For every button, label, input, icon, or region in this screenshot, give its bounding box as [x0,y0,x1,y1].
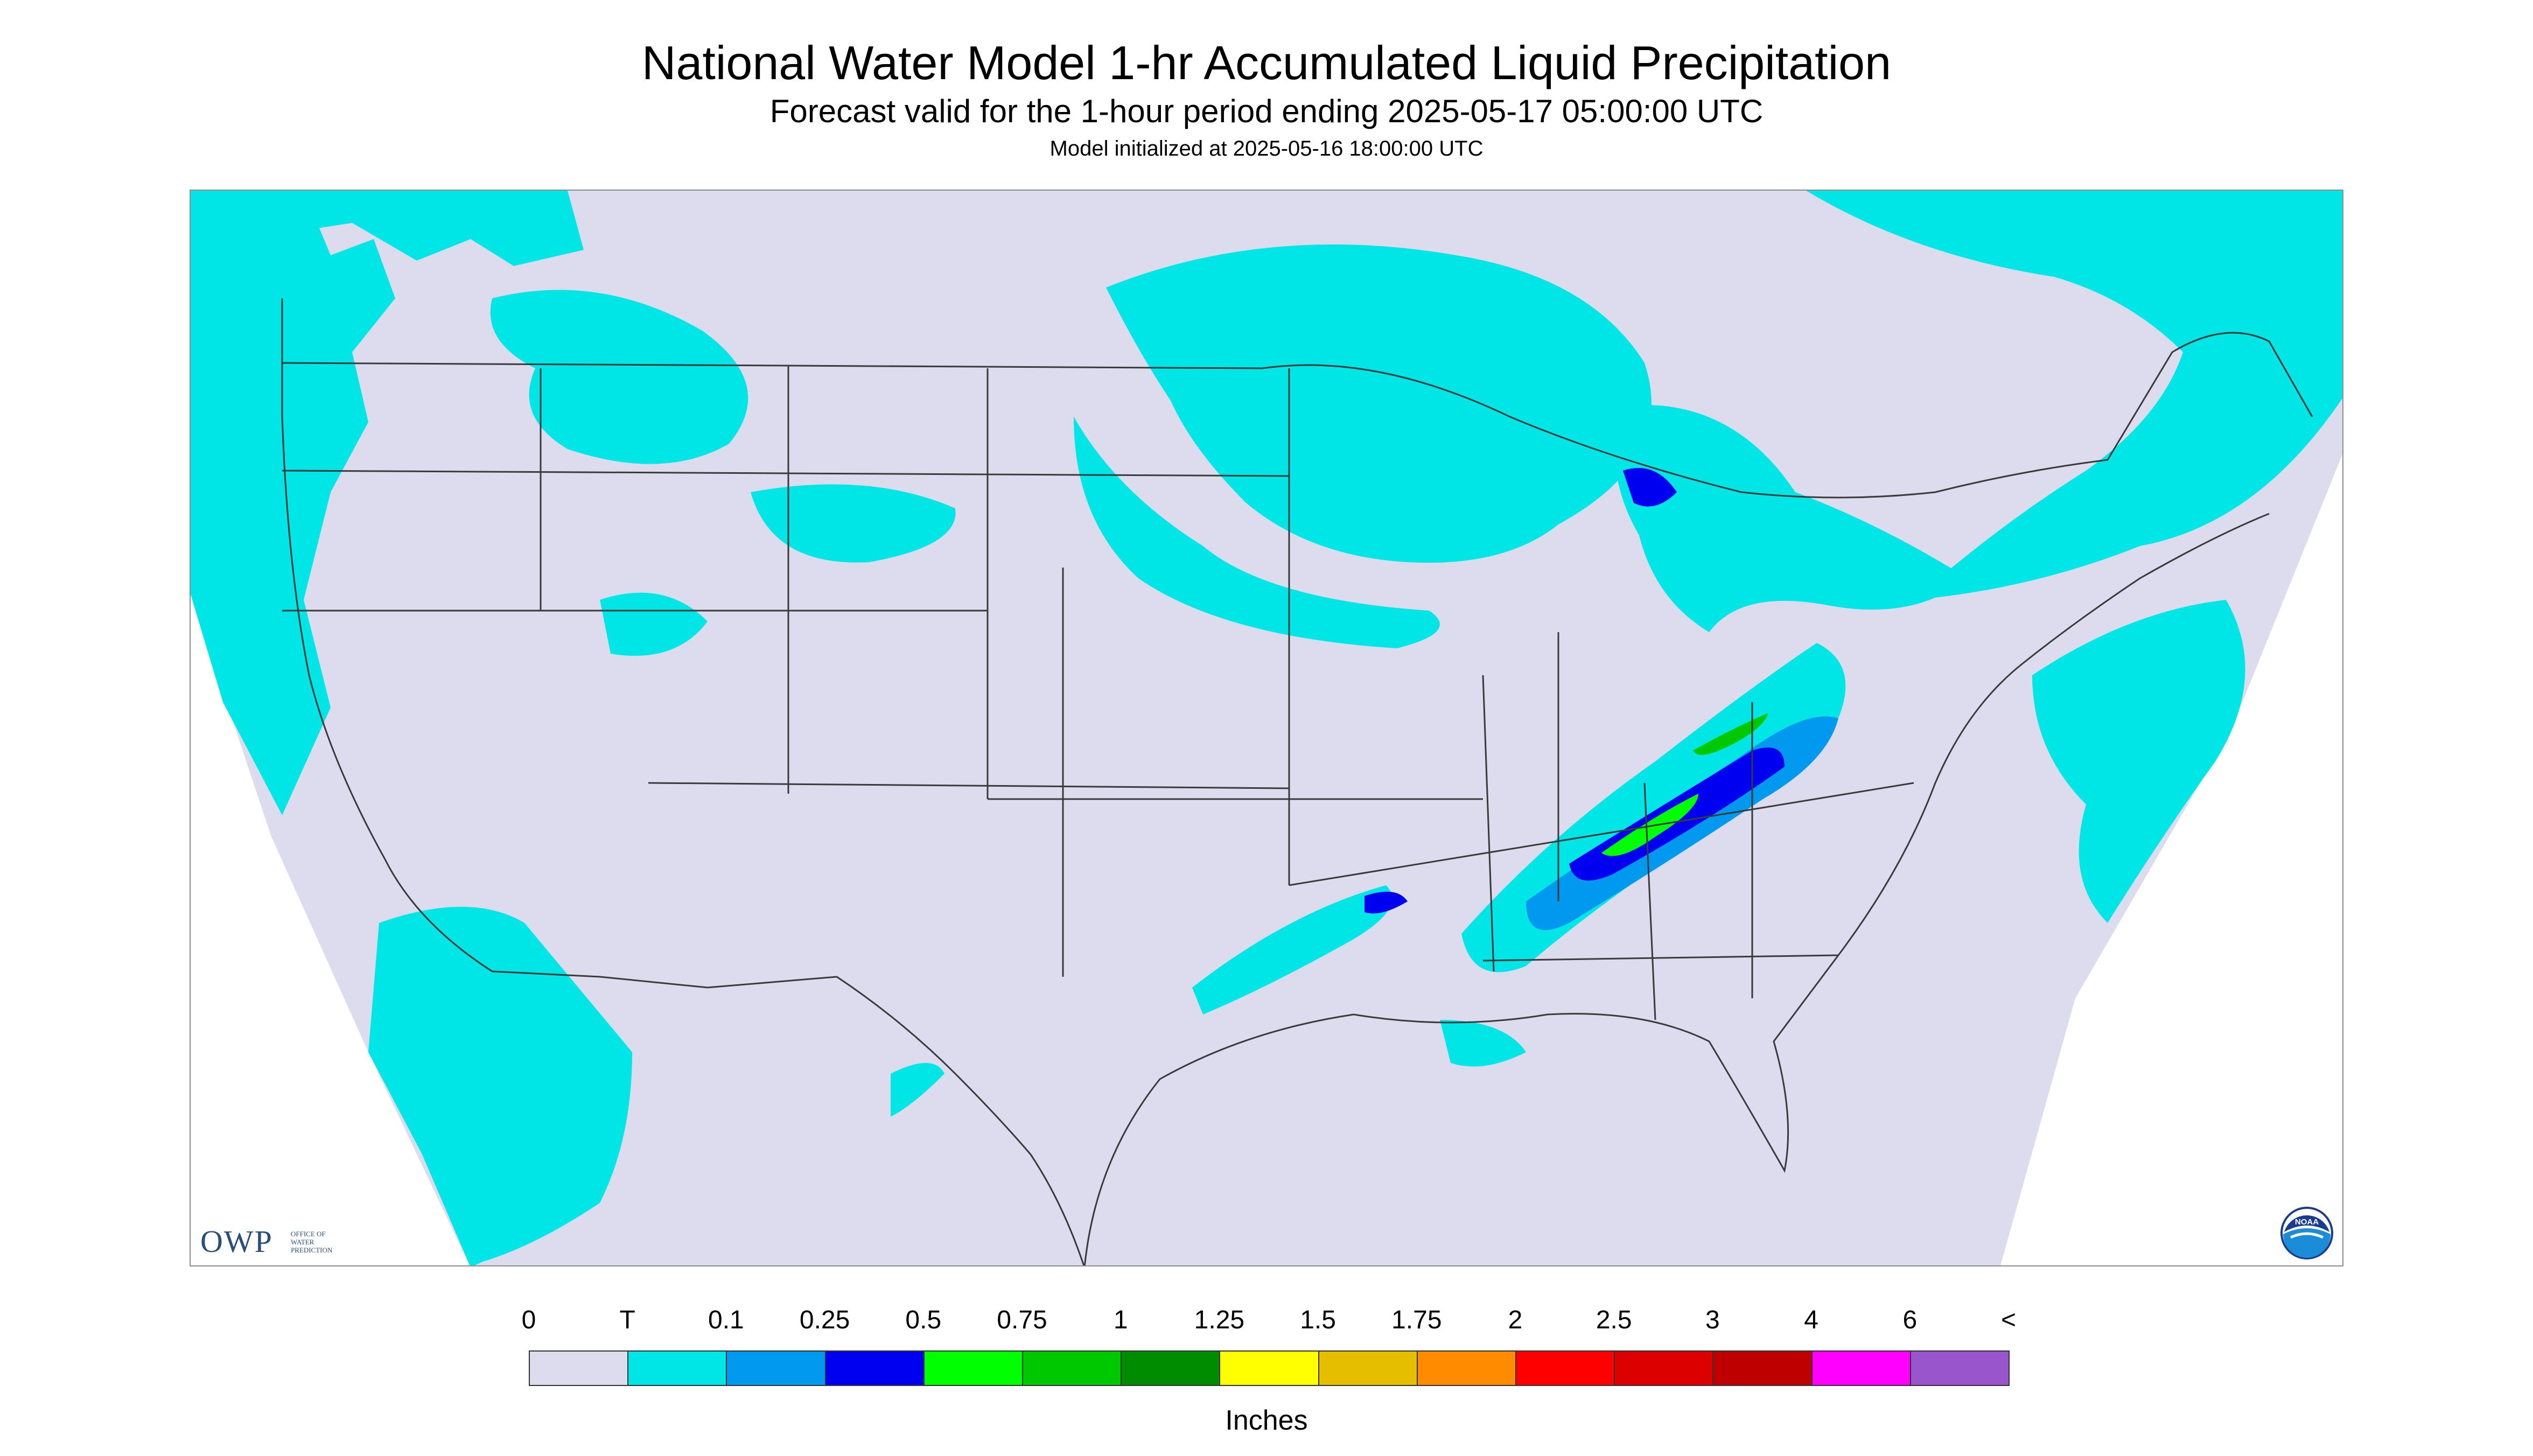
legend-units: Inches [1225,1405,1308,1436]
state-line-h5 [1289,782,1914,886]
model-init-text: Model initialized at 2025-05-16 18:00:00… [1049,137,1484,160]
noaa-logo: NOAA [2280,1207,2333,1259]
precip-atlantic [2032,600,2245,923]
east-coast [1837,513,2270,956]
legend-label: 1.5 [1300,1306,1336,1334]
legend-swatch [1712,1350,1813,1386]
precip-wv-cells [1693,713,1768,755]
legend-swatch [627,1350,727,1386]
precip-pacific-northwest [191,191,395,815]
legend-swatch [529,1350,629,1386]
owp-line-3: PREDICTION [291,1246,333,1254]
legend-label: 1 [1113,1306,1128,1334]
legend-swatch [1219,1350,1319,1386]
heavy-precipitation-areas [1365,468,1838,930]
legend-label: 2.5 [1596,1306,1632,1334]
precip-kentucky-cells [1601,794,1698,856]
legend-swatch [726,1350,826,1386]
legend-swatch [1614,1350,1714,1386]
state-line-6 [1482,675,1495,972]
state-line-8 [1643,782,1656,1020]
map-title: National Water Model 1-hr Accumulated Li… [641,36,1892,89]
owp-abbrev: OWP [200,1224,273,1259]
legend-swatch [1515,1350,1615,1386]
precip-great-lakes [1615,405,1968,632]
precip-gulf-coast [1440,1020,1526,1067]
precip-swirl-arm [1074,417,1440,648]
model-domain [191,191,2342,1265]
legend-swatch [1022,1350,1122,1386]
legend-swatch [1909,1350,2010,1386]
political-boundaries [281,298,2313,1265]
legend-label: 1.25 [1194,1306,1245,1334]
legend-label: 6 [1902,1306,1918,1334]
legend-swatch [1811,1350,1911,1386]
us-mexico-border [492,970,1085,1265]
legend-label: T [619,1306,635,1334]
legend-swatch [1416,1350,1516,1386]
legend-swatch [923,1350,1023,1386]
state-line-h1 [282,470,1290,477]
noaa-text: NOAA [2295,1217,2319,1227]
legend-label: 0.25 [799,1306,850,1334]
legend-label: 2 [1508,1306,1523,1334]
precip-mid-south-tail [1192,885,1393,1014]
legend-label: 0 [521,1306,536,1334]
us-canada-border [282,332,2313,499]
legend-label: 3 [1705,1306,1720,1334]
owp-line-1: OFFICE OF [291,1230,326,1238]
gulf-coast [1083,955,1839,1265]
precip-michigan-core [1623,468,1677,507]
precip-new-england [1806,191,2342,600]
precipitation-map [191,191,2342,1265]
west-coast [281,298,493,972]
owp-line-2: WATER [291,1238,314,1246]
precip-montana [751,484,956,563]
state-line-h6 [1482,954,1839,962]
legend-swatch [1318,1350,1418,1386]
precip-upper-midwest-swirl [1106,244,1652,563]
legend-label: 0.1 [708,1306,744,1334]
map-subtitle: Forecast valid for the 1-hour period end… [769,93,1764,129]
precip-baja-pacific [368,907,632,1265]
legend-label: 0.5 [905,1306,942,1334]
precip-legend [529,1350,2010,1386]
precip-canada-west [191,191,584,266]
precip-northern-rockies [490,290,748,464]
precip-mid-south-core [1365,892,1408,914]
state-line-h3 [648,782,1290,789]
map-frame: OWP OFFICE OF WATER PREDICTION NOAA [190,190,2343,1266]
legend-swatch [1121,1350,1221,1386]
legend-label: 1.75 [1391,1306,1442,1334]
legend-label: 0.75 [997,1306,1047,1334]
legend-swatch [824,1350,925,1386]
precip-idaho-patches [600,592,708,656]
precip-mexico [891,1063,944,1117]
legend-label: 4 [1804,1306,1818,1334]
owp-logo: OWP OFFICE OF WATER PREDICTION [200,1223,373,1259]
legend-label: < [2000,1306,2017,1334]
